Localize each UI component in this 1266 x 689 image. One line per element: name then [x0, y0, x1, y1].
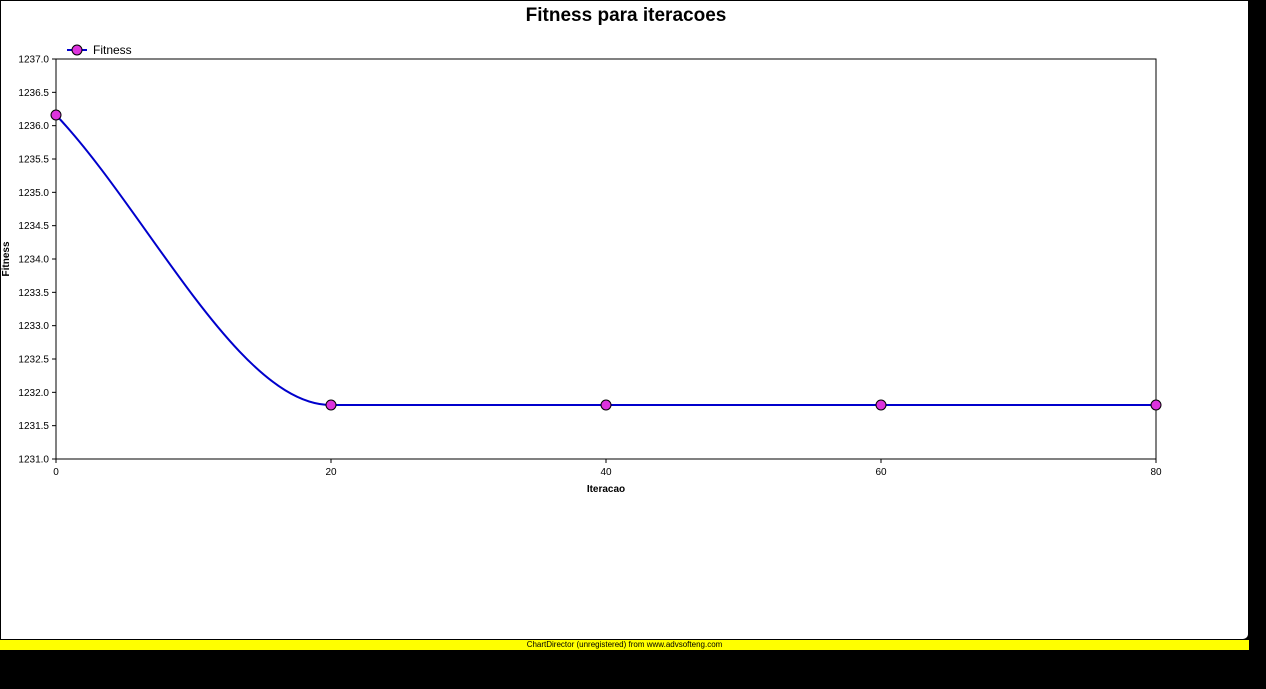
y-axis-label: Fitness [1, 241, 12, 276]
x-axis-label: Iteracao [587, 484, 625, 495]
y-tick-label: 1232.0 [18, 388, 49, 399]
y-tick-label: 1236.0 [18, 121, 49, 132]
y-tick-label: 1237.0 [18, 55, 49, 66]
data-point [600, 399, 612, 411]
data-point [1150, 399, 1162, 411]
legend-marker-swatch [71, 44, 83, 56]
y-tick-label: 1234.5 [18, 221, 49, 232]
y-tick-label: 1232.5 [18, 355, 49, 366]
y-tick-label: 1235.0 [18, 188, 49, 199]
data-point [50, 109, 62, 121]
y-tick-label: 1234.0 [18, 255, 49, 266]
line-chart: Fitness para iteracoes Fitness 1231.0123… [1, 5, 1162, 495]
x-tick-label: 0 [53, 467, 59, 478]
plot-area [55, 58, 1157, 460]
x-tick-label: 80 [1150, 467, 1162, 478]
legend-entry-fitness: Fitness [93, 43, 132, 57]
chart-title: Fitness para iteracoes [526, 5, 727, 26]
x-tick-label: 20 [325, 467, 337, 478]
y-tick-label: 1231.0 [18, 455, 49, 466]
x-tick-label: 40 [600, 467, 612, 478]
series-line-fitness [55, 114, 1156, 407]
data-points [50, 109, 1162, 411]
chart-panel: Fitness para iteracoes Fitness 1231.0 123… [0, 0, 1249, 640]
y-tick-label: 1233.0 [18, 321, 49, 332]
y-tick-label: 1233.5 [18, 288, 49, 299]
legend: Fitness [67, 43, 132, 57]
y-tick-label: 1235.5 [18, 155, 49, 166]
y-axis: 1231.0 1231.5 1232.0 1232.5 1233.0 1233.5 1234… [18, 55, 56, 466]
y-tick-label: 1236.5 [18, 88, 49, 99]
x-axis: 0 20 40 60 80 [53, 459, 1162, 478]
data-point [325, 399, 337, 411]
x-tick-label: 60 [875, 467, 887, 478]
data-point [875, 399, 887, 411]
y-tick-label: 1231.5 [18, 421, 49, 432]
watermark-bar: ChartDirector (unregistered) from www.ad… [0, 640, 1249, 650]
